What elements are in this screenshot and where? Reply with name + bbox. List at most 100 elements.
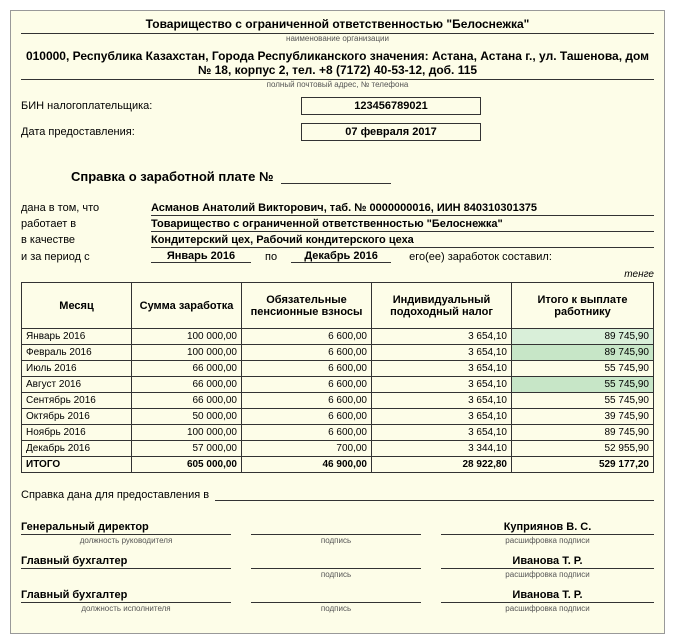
bin-value: 123456789021 [301, 97, 481, 115]
table-total-cell: 605 000,00 [132, 457, 242, 473]
table-cell: 6 600,00 [242, 409, 372, 425]
table-cell: 66 000,00 [132, 361, 242, 377]
table-cell: 3 654,10 [372, 329, 512, 345]
table-cell: 55 745,90 [512, 393, 654, 409]
table-row: Январь 2016100 000,006 600,003 654,1089 … [22, 329, 654, 345]
sig1-role: Генеральный директор [21, 521, 231, 535]
period-label: и за период с [21, 251, 151, 263]
table-cell: Ноябрь 2016 [22, 425, 132, 441]
currency-unit: тенге [21, 269, 654, 280]
purpose-label: Справка дана для предоставления в [21, 489, 209, 501]
table-header: Месяц [22, 283, 132, 329]
table-total-row: ИТОГО605 000,0046 900,0028 922,80529 177… [22, 457, 654, 473]
table-cell: 3 344,10 [372, 441, 512, 457]
sig2-sign [251, 555, 421, 569]
table-cell: 55 745,90 [512, 361, 654, 377]
table-header: Итого к выплате работнику [512, 283, 654, 329]
sig1-sub1: должность руководителя [21, 536, 231, 545]
table-total-cell: ИТОГО [22, 457, 132, 473]
sig3-sign [251, 589, 421, 603]
period-tail: его(ее) заработок составил: [391, 251, 552, 263]
table-cell: 100 000,00 [132, 329, 242, 345]
table-total-cell: 46 900,00 [242, 457, 372, 473]
table-cell: 100 000,00 [132, 345, 242, 361]
works-value: Товарищество с ограниченной ответственно… [151, 218, 654, 232]
table-cell: Сентябрь 2016 [22, 393, 132, 409]
table-row: Декабрь 201657 000,00700,003 344,1052 95… [22, 441, 654, 457]
sig3-name: Иванова Т. Р. [441, 589, 654, 603]
salary-table: МесяцСумма заработкаОбязательные пенсион… [21, 282, 654, 473]
table-cell: Декабрь 2016 [22, 441, 132, 457]
table-cell: 6 600,00 [242, 329, 372, 345]
person-value: Асманов Анатолий Викторович, таб. № 0000… [151, 202, 654, 216]
period-to: Декабрь 2016 [291, 250, 391, 263]
sig2-name: Иванова Т. Р. [441, 555, 654, 569]
date-row: Дата предоставления: 07 февраля 2017 [21, 123, 654, 141]
sig1-sub2: подпись [251, 536, 421, 545]
table-cell: 66 000,00 [132, 377, 242, 393]
table-cell: Февраль 2016 [22, 345, 132, 361]
table-cell: 3 654,10 [372, 409, 512, 425]
table-cell: 57 000,00 [132, 441, 242, 457]
sig3-sub2: подпись [251, 604, 421, 613]
table-cell: Август 2016 [22, 377, 132, 393]
table-cell: 3 654,10 [372, 361, 512, 377]
table-header: Сумма заработка [132, 283, 242, 329]
table-cell: 3 654,10 [372, 425, 512, 441]
sig1-sign [251, 521, 421, 535]
purpose-blank [215, 487, 654, 501]
table-cell: 3 654,10 [372, 345, 512, 361]
table-cell: 66 000,00 [132, 393, 242, 409]
table-cell: 3 654,10 [372, 377, 512, 393]
org-address: 010000, Республика Казахстан, Города Рес… [21, 47, 654, 80]
purpose-row: Справка дана для предоставления в [21, 487, 654, 501]
table-cell: 89 745,90 [512, 425, 654, 441]
sig1-name: Куприянов В. С. [441, 521, 654, 535]
table-row: Ноябрь 2016100 000,006 600,003 654,1089 … [22, 425, 654, 441]
table-cell: 39 745,90 [512, 409, 654, 425]
sig2-role: Главный бухгалтер [21, 555, 231, 569]
bin-label: БИН налогоплательщика: [21, 100, 301, 112]
table-cell: 3 654,10 [372, 393, 512, 409]
period-from: Январь 2016 [151, 250, 251, 263]
table-header: Обязательные пенсионные взносы [242, 283, 372, 329]
table-cell: 6 600,00 [242, 377, 372, 393]
table-cell: Июль 2016 [22, 361, 132, 377]
works-label: работает в [21, 218, 151, 232]
sig2-sub1 [21, 570, 231, 579]
sig2-sub3: расшифровка подписи [441, 570, 654, 579]
address-sub: полный почтовый адрес, № телефона [21, 80, 654, 89]
table-cell: 100 000,00 [132, 425, 242, 441]
sig2-sub2: подпись [251, 570, 421, 579]
table-row: Август 201666 000,006 600,003 654,1055 7… [22, 377, 654, 393]
table-cell: 6 600,00 [242, 393, 372, 409]
table-row: Февраль 2016100 000,006 600,003 654,1089… [22, 345, 654, 361]
doc-number-blank [281, 183, 391, 184]
signatures: Генеральный директор Куприянов В. С. дол… [21, 521, 654, 613]
table-cell: 89 745,90 [512, 329, 654, 345]
sig1-sub3: расшифровка подписи [441, 536, 654, 545]
table-cell: 50 000,00 [132, 409, 242, 425]
sig3-sub3: расшифровка подписи [441, 604, 654, 613]
table-cell: 6 600,00 [242, 425, 372, 441]
table-row: Октябрь 201650 000,006 600,003 654,1039 … [22, 409, 654, 425]
doc-title-row: Справка о заработной плате № [71, 169, 654, 184]
table-cell: 6 600,00 [242, 345, 372, 361]
date-value: 07 февраля 2017 [301, 123, 481, 141]
table-total-cell: 28 922,80 [372, 457, 512, 473]
table-cell: 55 745,90 [512, 377, 654, 393]
table-cell: 52 955,90 [512, 441, 654, 457]
org-name: Товарищество с ограниченной ответственно… [21, 17, 654, 34]
document: Товарищество с ограниченной ответственно… [10, 10, 665, 634]
table-header: Индивидуальный подоходный налог [372, 283, 512, 329]
table-cell: 6 600,00 [242, 361, 372, 377]
table-cell: Октябрь 2016 [22, 409, 132, 425]
info-block: дана в том, что Асманов Анатолий Викторо… [21, 202, 654, 263]
table-cell: 89 745,90 [512, 345, 654, 361]
doc-title: Справка о заработной плате № [71, 169, 273, 184]
position-value: Кондитерский цех, Рабочий кондитерского … [151, 234, 654, 248]
given-label: дана в том, что [21, 202, 151, 216]
org-sub: наименование организации [21, 34, 654, 43]
bin-row: БИН налогоплательщика: 123456789021 [21, 97, 654, 115]
sig3-sub1: должность исполнителя [21, 604, 231, 613]
